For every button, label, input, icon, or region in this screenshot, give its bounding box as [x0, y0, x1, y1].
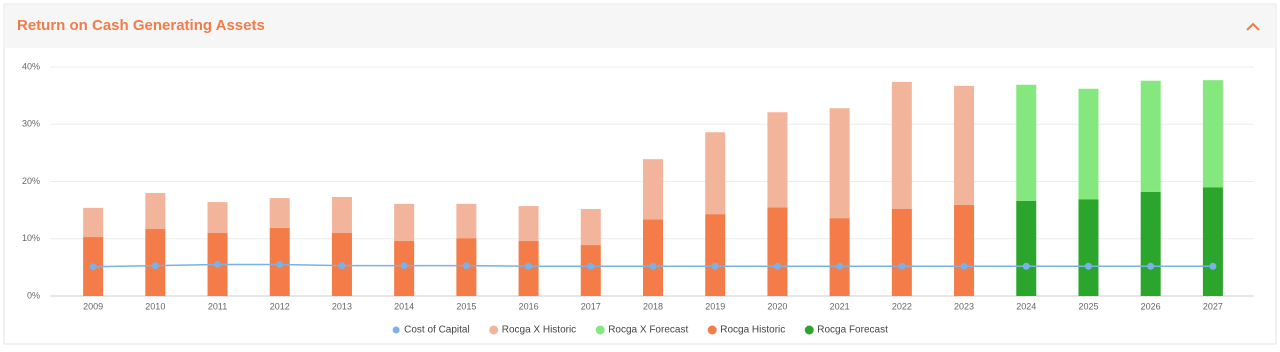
bar — [269, 198, 290, 228]
x-tick-label: 2011 — [208, 301, 227, 311]
bar — [954, 85, 975, 205]
line-point — [400, 262, 408, 270]
y-tick-label: 20% — [22, 176, 40, 186]
bar — [1140, 80, 1161, 192]
bar — [456, 203, 477, 239]
collapse-toggle[interactable] — [1246, 22, 1260, 31]
line-point — [711, 262, 719, 270]
bar — [145, 192, 166, 230]
bar — [1016, 84, 1037, 201]
y-tick-label: 40% — [22, 61, 40, 71]
x-tick-label: 2015 — [456, 301, 476, 311]
bar — [829, 108, 850, 219]
y-tick-label: 30% — [22, 119, 40, 129]
line-point — [214, 261, 222, 269]
bar — [954, 204, 975, 296]
legend-marker — [595, 325, 605, 335]
bar — [83, 207, 104, 238]
legend-marker — [804, 325, 814, 335]
x-tick-label: 2020 — [767, 301, 787, 311]
legend-marker — [707, 325, 717, 335]
bar — [580, 245, 601, 296]
line-point — [89, 263, 97, 271]
bar — [767, 112, 788, 208]
line-point — [1209, 262, 1217, 270]
legend-marker — [392, 326, 400, 334]
x-tick-label: 2012 — [270, 301, 290, 311]
legend-label: Rocga X Forecast — [608, 325, 688, 336]
x-tick-label: 2010 — [145, 301, 165, 311]
x-tick-label: 2009 — [83, 301, 103, 311]
line-point — [773, 262, 781, 270]
x-tick-label: 2013 — [332, 301, 352, 311]
bar — [705, 132, 726, 215]
bar — [643, 159, 663, 220]
x-tick-label: 2022 — [892, 301, 912, 311]
bar — [891, 208, 912, 296]
x-tick-label: 2017 — [581, 301, 601, 311]
line-point — [1084, 262, 1092, 270]
line-point — [525, 262, 533, 270]
bar — [394, 203, 415, 242]
bar — [580, 208, 601, 246]
bar — [705, 214, 726, 296]
bar — [767, 207, 788, 296]
bar — [1140, 191, 1161, 296]
y-tick-label: 10% — [22, 233, 40, 243]
bar — [331, 196, 352, 234]
x-tick-label: 2024 — [1016, 301, 1036, 311]
line-point — [836, 262, 844, 270]
legend-label: Rocga Forecast — [817, 325, 888, 336]
line-point — [338, 262, 346, 270]
bar — [1078, 88, 1099, 200]
x-tick-label: 2018 — [643, 301, 663, 311]
line-point — [276, 261, 284, 269]
chart-title: Return on Cash Generating Assets — [17, 17, 265, 34]
bar — [643, 219, 663, 296]
bar — [829, 218, 850, 296]
line-point — [960, 262, 968, 270]
line-point — [151, 262, 159, 270]
header — [5, 5, 1275, 48]
legend-label: Cost of Capital — [404, 325, 470, 336]
bar — [518, 206, 539, 242]
bar — [891, 81, 912, 209]
line-point — [1147, 262, 1155, 270]
x-tick-label: 2014 — [394, 301, 414, 311]
line-point — [1022, 262, 1030, 270]
bar — [1202, 80, 1223, 188]
bar — [1078, 199, 1099, 296]
legend-label: Rocga X Historic — [502, 325, 576, 336]
y-tick-label: 0% — [27, 290, 40, 300]
x-tick-label: 2016 — [519, 301, 539, 311]
x-tick-label: 2023 — [954, 301, 974, 311]
line-point — [587, 262, 595, 270]
line-point — [649, 262, 657, 270]
bar — [1202, 187, 1223, 296]
legend-marker — [489, 325, 499, 335]
bar — [207, 202, 228, 234]
line-point — [898, 262, 906, 270]
x-tick-label: 2025 — [1078, 301, 1098, 311]
x-tick-label: 2026 — [1141, 301, 1161, 311]
legend-label: Rocga Historic — [720, 325, 785, 336]
x-tick-label: 2021 — [830, 301, 850, 311]
line-point — [462, 262, 470, 270]
bar — [1016, 200, 1037, 296]
x-tick-label: 2019 — [705, 301, 725, 311]
x-tick-label: 2027 — [1203, 301, 1223, 311]
